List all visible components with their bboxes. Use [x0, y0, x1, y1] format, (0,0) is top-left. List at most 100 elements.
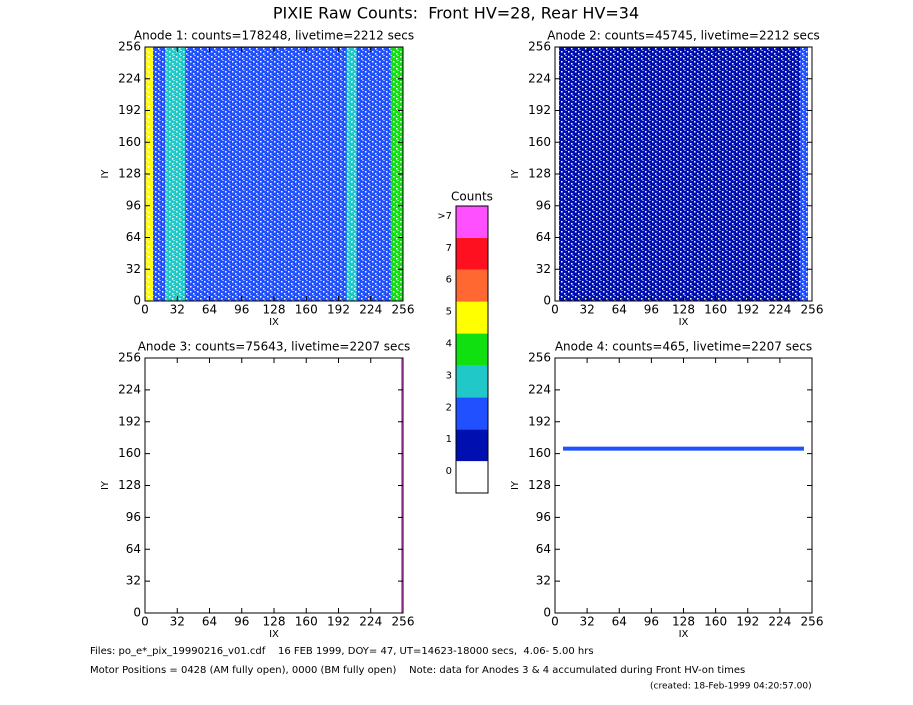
- y-axis-label: IY: [510, 480, 521, 490]
- x-tick-label: 0: [141, 303, 149, 317]
- footer-motor: Motor Positions = 0428 (AM fully open), …: [90, 665, 745, 676]
- colorbar-swatch: [456, 206, 488, 238]
- y-tick-label: 224: [528, 71, 551, 85]
- x-tick-label: 256: [392, 303, 415, 317]
- x-tick-label: 0: [141, 615, 149, 629]
- colorbar-label: 3: [446, 370, 452, 381]
- colorbar-label: 7: [446, 243, 452, 254]
- x-tick-label: 32: [170, 303, 185, 317]
- y-tick-label: 160: [528, 135, 551, 149]
- colorbar-swatch: [456, 365, 488, 398]
- speckle: [559, 47, 808, 301]
- y-tick-label: 64: [536, 542, 551, 556]
- colorbar-label: 5: [446, 307, 452, 318]
- y-tick-label: 0: [543, 294, 551, 308]
- y-tick-label: 32: [126, 574, 141, 588]
- plot-frame: [554, 357, 813, 614]
- y-tick-label: 128: [118, 478, 141, 492]
- y-tick-label: 128: [118, 167, 141, 181]
- x-tick-label: 192: [327, 615, 350, 629]
- y-axis-label: IY: [100, 480, 111, 490]
- x-tick-label: 32: [579, 615, 594, 629]
- colorbar-swatch: [456, 397, 488, 430]
- x-tick-label: 64: [612, 303, 627, 317]
- colorbar-label: 1: [446, 434, 452, 445]
- x-tick-label: 96: [234, 615, 249, 629]
- colorbar-swatch: [456, 301, 488, 334]
- y-tick-label: 160: [528, 446, 551, 460]
- y-tick-label: 224: [118, 71, 141, 85]
- x-axis-label: IX: [679, 629, 689, 640]
- y-tick-label: 64: [126, 542, 141, 556]
- panel-title: Anode 2: counts=45745, livetime=2212 sec…: [547, 29, 820, 43]
- y-tick-label: 160: [118, 446, 141, 460]
- y-tick-label: 160: [118, 135, 141, 149]
- colorbar-swatch: [456, 237, 488, 270]
- y-tick-label: 64: [536, 230, 551, 244]
- y-tick-label: 32: [536, 574, 551, 588]
- y-tick-label: 64: [126, 230, 141, 244]
- y-tick-label: 96: [536, 510, 551, 524]
- colorbar-swatch: [456, 429, 488, 462]
- colorbar-label: 6: [446, 275, 452, 286]
- colorbar-title: Counts: [451, 190, 493, 204]
- y-tick-label: 192: [118, 103, 141, 117]
- x-axis-label: IX: [269, 317, 279, 328]
- x-axis-label: IX: [679, 317, 689, 328]
- x-tick-label: 32: [579, 303, 594, 317]
- x-tick-label: 64: [202, 303, 217, 317]
- y-tick-label: 128: [528, 167, 551, 181]
- colorbar-label: 4: [446, 339, 452, 350]
- x-tick-label: 64: [202, 615, 217, 629]
- colorbar-label: 2: [446, 402, 452, 413]
- heat-region: [563, 446, 804, 451]
- x-tick-label: 32: [170, 615, 185, 629]
- footer-created: (created: 18-Feb-1999 04:20:57.00): [650, 682, 812, 692]
- x-tick-label: 160: [295, 615, 318, 629]
- plot-frame: [144, 357, 404, 614]
- x-tick-label: 64: [612, 615, 627, 629]
- y-tick-label: 96: [126, 198, 141, 212]
- y-tick-label: 32: [536, 262, 551, 276]
- x-tick-label: 256: [801, 615, 824, 629]
- x-tick-label: 96: [644, 303, 659, 317]
- colorbar-frame: [455, 205, 489, 494]
- x-tick-label: 192: [327, 303, 350, 317]
- x-tick-label: 0: [551, 303, 559, 317]
- colorbar-swatch: [456, 333, 488, 366]
- x-tick-label: 128: [672, 615, 695, 629]
- colorbar-swatch: [456, 269, 488, 302]
- x-tick-label: 0: [551, 615, 559, 629]
- speckle: [145, 47, 403, 301]
- x-tick-label: 160: [295, 303, 318, 317]
- y-axis-label: IY: [100, 169, 111, 179]
- x-tick-label: 256: [801, 303, 824, 317]
- colorbar-swatch: [456, 461, 488, 493]
- speckle: [346, 47, 357, 301]
- y-tick-label: 0: [543, 606, 551, 620]
- y-tick-label: 0: [133, 294, 141, 308]
- y-tick-label: 224: [528, 382, 551, 396]
- y-tick-label: 0: [133, 606, 141, 620]
- x-tick-label: 224: [359, 615, 382, 629]
- y-tick-label: 256: [528, 351, 551, 365]
- x-tick-label: 224: [768, 615, 791, 629]
- x-tick-label: 96: [234, 303, 249, 317]
- speckle: [165, 47, 186, 301]
- y-tick-label: 32: [126, 262, 141, 276]
- x-axis-label: IX: [269, 629, 279, 640]
- colorbar-label: >7: [437, 211, 452, 222]
- x-tick-label: 96: [644, 615, 659, 629]
- colorbar-label: 0: [446, 466, 452, 477]
- x-tick-label: 128: [263, 615, 286, 629]
- panel-title: Anode 4: counts=465, livetime=2207 secs: [555, 340, 812, 354]
- panel-title: Anode 1: counts=178248, livetime=2212 se…: [134, 29, 414, 43]
- x-tick-label: 256: [392, 615, 415, 629]
- panel-title: Anode 3: counts=75643, livetime=2207 sec…: [138, 340, 411, 354]
- y-tick-label: 96: [126, 510, 141, 524]
- x-tick-label: 128: [672, 303, 695, 317]
- y-tick-label: 192: [528, 103, 551, 117]
- x-tick-label: 224: [768, 303, 791, 317]
